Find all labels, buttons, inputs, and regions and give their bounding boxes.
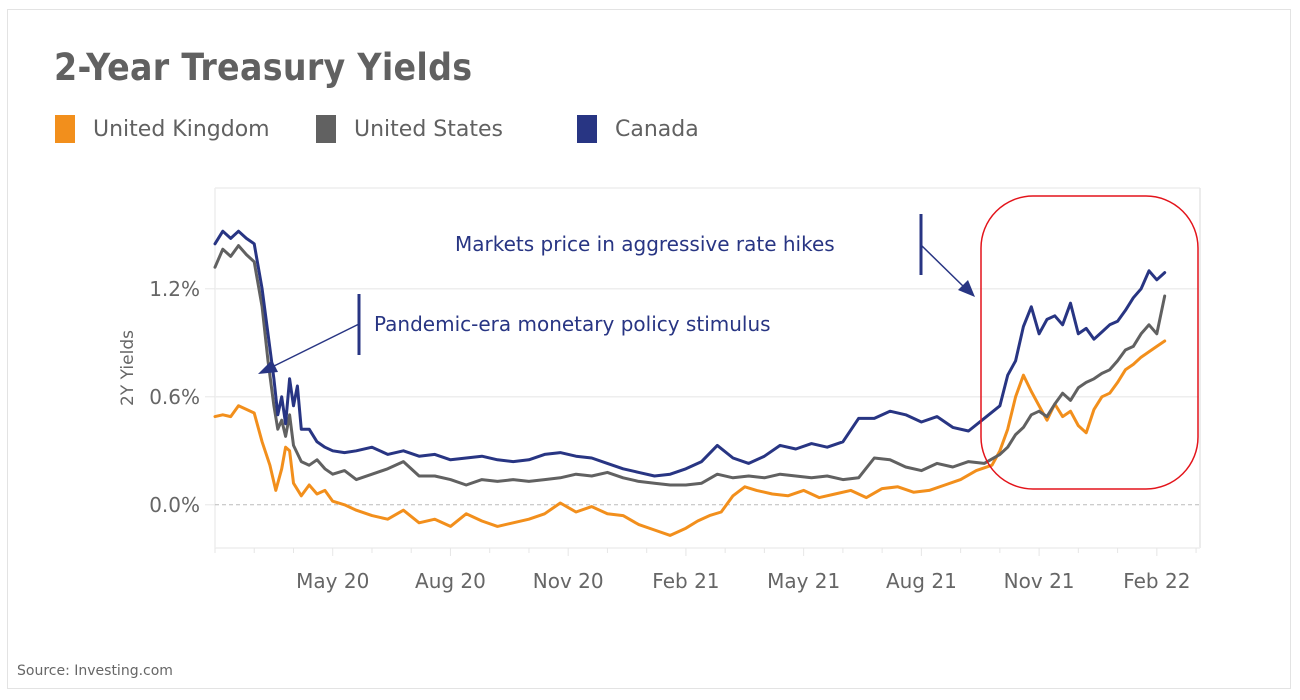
- hikes-annotation-text: Markets price in aggressive rate hikes: [455, 232, 835, 256]
- hikes-annotation-arrow-line: [920, 244, 966, 289]
- legend-item-canada: Canada: [577, 115, 699, 143]
- legend-swatch-us: [316, 115, 336, 143]
- x-tick-label: Aug 21: [886, 569, 957, 593]
- legend-item-united-kingdom: United Kingdom: [55, 115, 270, 143]
- chart-title: 2-Year Treasury Yields: [54, 46, 473, 89]
- y-tick-label: 0.0%: [149, 493, 200, 517]
- tick-layer: 0.0% 0.6% 1.2% May 20 Aug 20 Nov 20 Feb 21 May …: [149, 277, 1190, 593]
- legend-label: United States: [354, 116, 503, 142]
- legend-item-united-states: United States: [316, 115, 503, 143]
- legend-label: United Kingdom: [93, 116, 270, 142]
- chart-frame: [7, 9, 1291, 689]
- pandemic-annotation-arrow-line: [269, 323, 360, 369]
- x-tick-label: Feb 22: [1123, 569, 1190, 593]
- source-note: Source: Investing.com: [17, 663, 173, 679]
- legend-swatch-uk: [55, 115, 75, 143]
- series-line-canada: [213, 229, 1167, 478]
- x-tick-label: Feb 21: [652, 569, 719, 593]
- highlight-box: [980, 195, 1199, 490]
- pandemic-annotation-arrowhead: [258, 360, 278, 374]
- x-tick-label: May 20: [296, 569, 369, 593]
- pandemic-annotation-text: Pandemic-era monetary policy stimulus: [374, 312, 771, 336]
- x-tick-label: Nov 21: [1004, 569, 1075, 593]
- x-tick-label: May 21: [767, 569, 840, 593]
- hikes-annotation-arrowhead: [958, 280, 975, 297]
- x-tick-label: Aug 20: [415, 569, 486, 593]
- x-tick-label: Nov 20: [533, 569, 604, 593]
- series-line-us: [213, 244, 1167, 487]
- y-axis-title: 2Y Yields: [118, 330, 138, 406]
- series-line-uk: [213, 339, 1167, 537]
- y-tick-label: 0.6%: [149, 385, 200, 409]
- series-layer: [213, 229, 1167, 537]
- legend-label: Canada: [615, 116, 699, 142]
- grid-layer: [205, 187, 1201, 556]
- legend-swatch-canada: [577, 115, 597, 143]
- y-tick-label: 1.2%: [149, 277, 200, 301]
